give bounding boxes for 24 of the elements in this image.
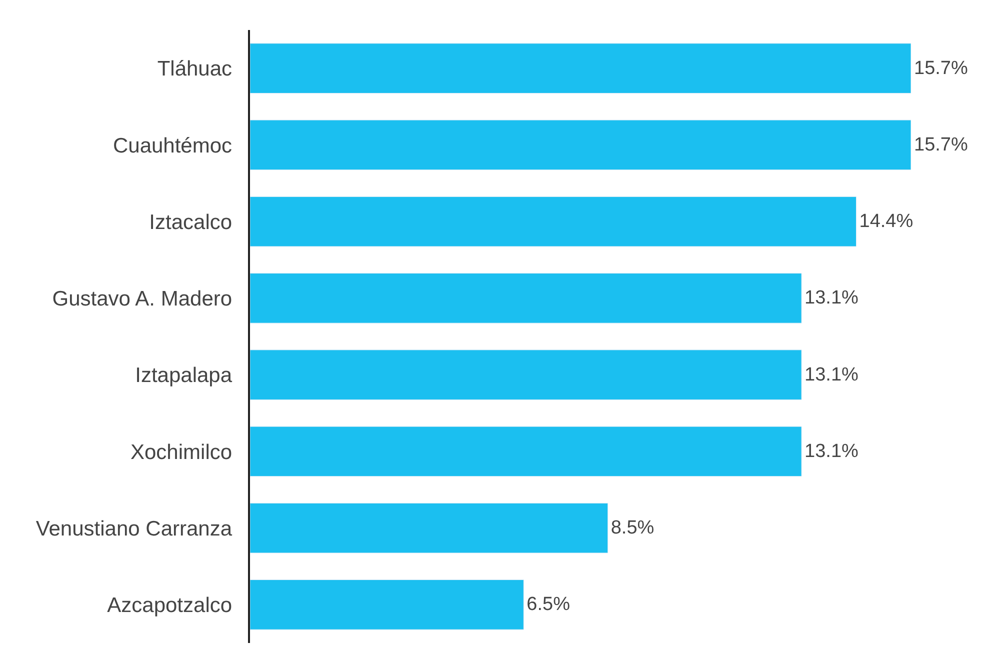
bar xyxy=(250,502,608,554)
data-label: 6.5% xyxy=(526,594,570,616)
y-tick-label: Cuauhtémoc xyxy=(112,134,232,158)
bar xyxy=(250,580,524,630)
y-tick-label: Venustiano Carranza xyxy=(36,517,232,540)
y-tick-label: Tláhuac xyxy=(157,58,232,81)
data-label: 15.7% xyxy=(914,58,968,79)
y-tick-label: Iztacalco xyxy=(149,210,232,234)
y-tick-label: Iztapalapa xyxy=(135,364,232,388)
bar xyxy=(250,43,911,94)
bar xyxy=(250,273,802,324)
data-label: 15.7% xyxy=(914,134,968,156)
data-label: 13.1% xyxy=(804,288,859,309)
data-label: 13.1% xyxy=(804,440,859,462)
bar xyxy=(250,196,857,247)
data-label: 8.5% xyxy=(610,518,654,539)
bar xyxy=(250,350,802,400)
y-tick-label: Xochimilco xyxy=(130,440,232,464)
y-tick-label: Gustavo A. Madero xyxy=(52,288,232,311)
data-label: 13.1% xyxy=(804,364,859,386)
bar xyxy=(250,120,911,170)
data-label: 14.4% xyxy=(859,211,914,232)
bar xyxy=(250,426,802,477)
y-tick-label: Azcapotzalco xyxy=(107,594,232,618)
